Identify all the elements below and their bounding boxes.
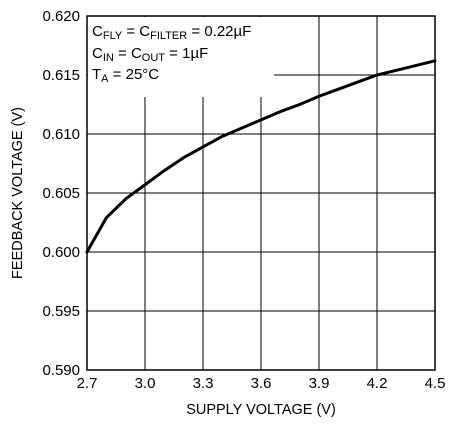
annotation-line: CIN = COUT = 1µF <box>92 45 208 64</box>
y-tick-label: 0.615 <box>42 67 80 84</box>
x-tick-labels: 2.7 3.0 3.3 3.6 3.9 4.2 4.5 <box>77 375 446 392</box>
series-line <box>85 59 437 254</box>
series-group <box>85 59 437 254</box>
y-tick-label: 0.590 <box>42 362 80 379</box>
annotation-line: CFLY = CFILTER = 0.22µF <box>92 23 251 42</box>
x-tick-label: 3.6 <box>251 375 272 392</box>
y-tick-label: 0.605 <box>42 185 80 202</box>
annotation-box <box>88 17 274 97</box>
plot-frame <box>86 15 436 371</box>
y-axis-label: FEEDBACK VOLTAGE (V) <box>10 107 26 279</box>
x-axis-label: SUPPLY VOLTAGE (V) <box>186 402 336 418</box>
y-tick-labels: 0.590 0.595 0.600 0.605 0.610 0.615 0.620 <box>42 8 80 379</box>
y-tick-label: 0.620 <box>42 8 80 25</box>
x-tick-label: 4.2 <box>367 375 388 392</box>
annotations: CFLY = CFILTER = 0.22µF CIN = COUT = 1µF T… <box>92 23 251 85</box>
x-tick-label: 3.9 <box>309 375 330 392</box>
x-tick-label: 4.5 <box>425 375 446 392</box>
y-tick-label: 0.600 <box>42 244 80 261</box>
annotation-line: TA = 25°C <box>92 66 159 85</box>
y-tick-label: 0.610 <box>42 126 80 143</box>
x-tick-label: 3.3 <box>193 375 214 392</box>
x-tick-label: 2.7 <box>77 375 98 392</box>
x-tick-label: 3.0 <box>135 375 156 392</box>
y-tick-label: 0.595 <box>42 303 80 320</box>
